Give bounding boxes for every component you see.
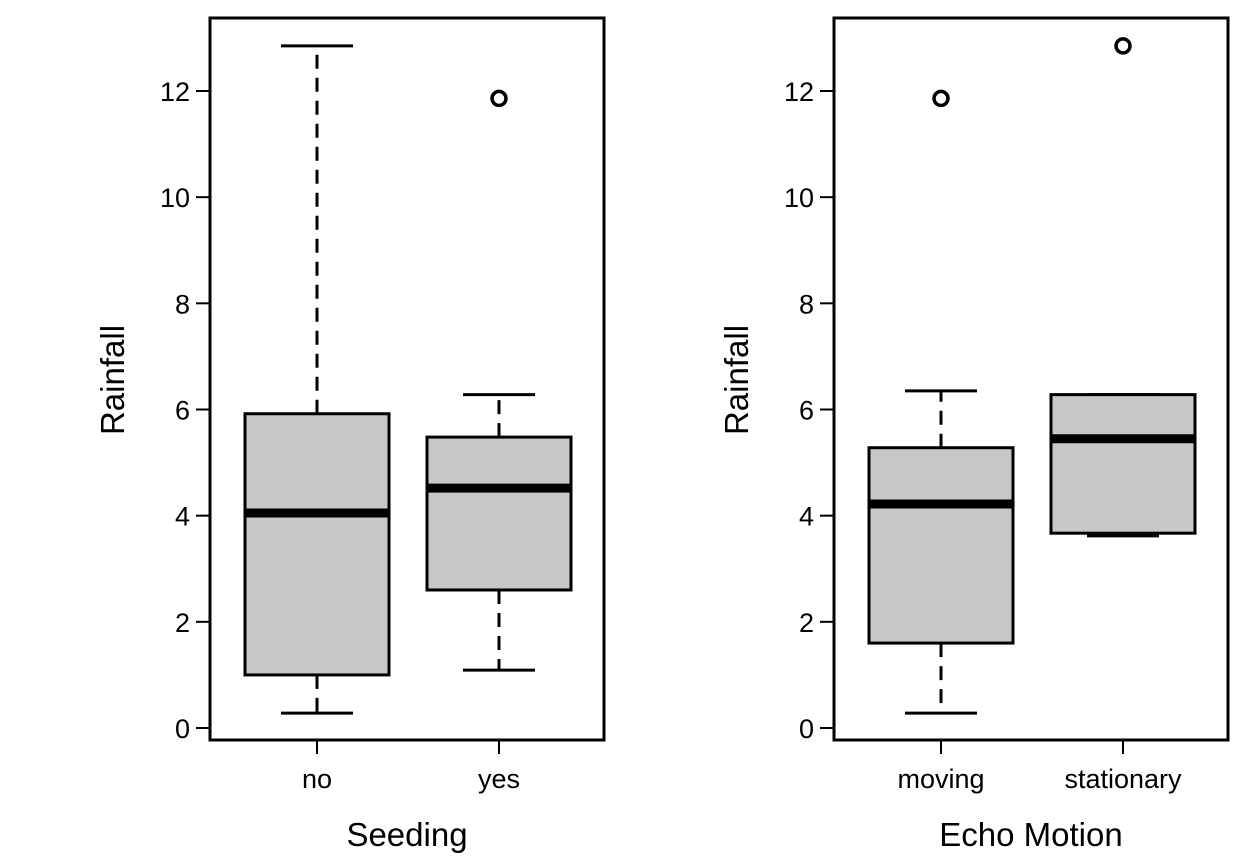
x-tick-label: yes: [478, 764, 520, 794]
y-tick-label: 4: [799, 502, 814, 532]
box-stationary: [1049, 37, 1197, 538]
outlier-point: [1114, 37, 1132, 55]
y-tick-label: 0: [175, 714, 190, 744]
y-tick-label: 8: [799, 289, 814, 319]
x-tick-label: no: [302, 764, 332, 794]
y-axis-label: Rainfall: [94, 325, 131, 435]
x-tick-label: moving: [897, 764, 984, 794]
y-tick-label: 8: [175, 289, 190, 319]
interquartile-box: [1049, 393, 1197, 535]
y-tick-label: 10: [160, 183, 190, 213]
interquartile-box: [867, 446, 1015, 645]
interquartile-box: [243, 412, 391, 677]
y-tick-label: 6: [175, 396, 190, 426]
y-tick-label: 2: [799, 608, 814, 638]
chart-panel-1: 0 2 4 6 8 10 12 no yes Seeding Rainfall: [94, 16, 606, 853]
y-tick-label: 10: [784, 183, 814, 213]
x-axis-label: Echo Motion: [939, 816, 1122, 853]
box-yes: [425, 89, 573, 672]
chart-panel-2: 0 2 4 6 8 10 12 moving stationary Echo Motion Rain…: [718, 16, 1230, 853]
y-tick-label: 12: [784, 77, 814, 107]
y-tick-label: 0: [799, 714, 814, 744]
box-moving: [867, 89, 1015, 715]
plot-frame: [208, 16, 606, 742]
outlier-point: [490, 89, 508, 108]
y-tick-label: 12: [160, 77, 190, 107]
x-tick-label: stationary: [1064, 764, 1182, 794]
outlier-point: [932, 89, 950, 108]
y-tick-label: 4: [175, 502, 190, 532]
y-axis-label: Rainfall: [718, 325, 755, 435]
x-axis-label: Seeding: [346, 816, 467, 853]
box-no: [243, 44, 391, 715]
interquartile-box: [425, 435, 573, 592]
y-tick-label: 6: [799, 396, 814, 426]
y-tick-label: 2: [175, 608, 190, 638]
plot-frame: [832, 16, 1230, 742]
